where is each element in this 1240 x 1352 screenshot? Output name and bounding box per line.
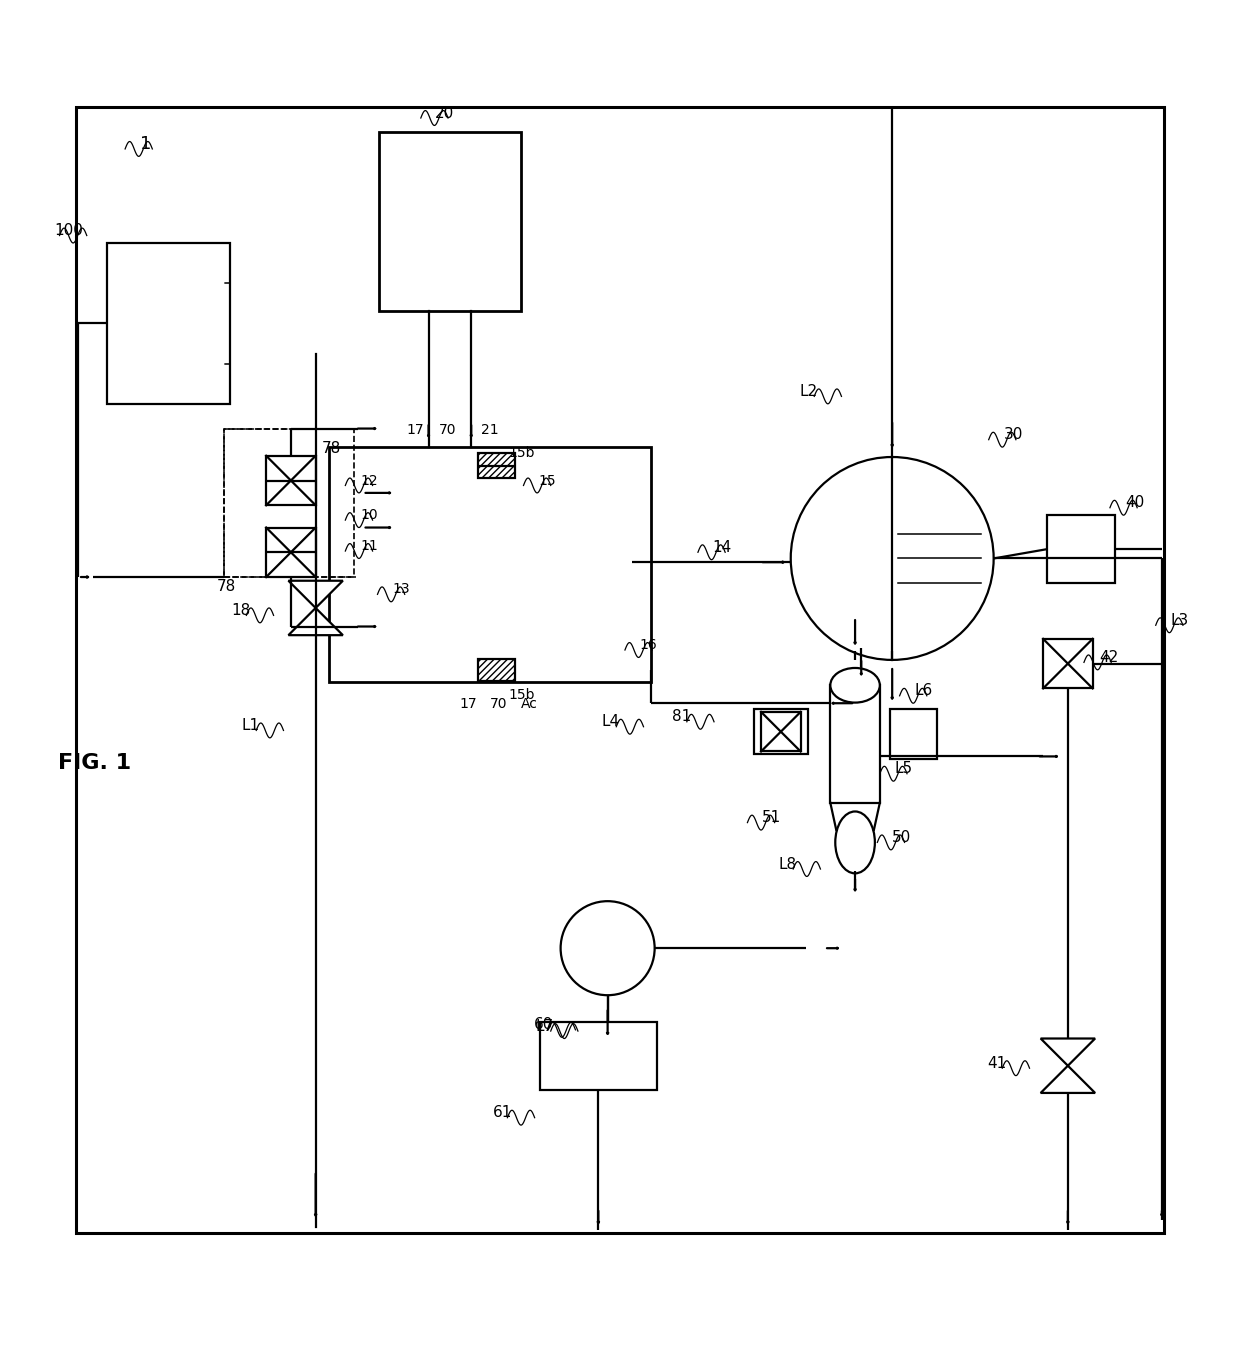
Text: L2: L2 bbox=[800, 384, 817, 399]
Bar bbox=[754, 710, 808, 754]
Polygon shape bbox=[477, 453, 515, 479]
Text: 42: 42 bbox=[1099, 650, 1118, 665]
Text: L7: L7 bbox=[536, 1018, 554, 1034]
Bar bbox=[890, 710, 936, 758]
Bar bbox=[330, 448, 651, 683]
Text: 70: 70 bbox=[490, 698, 507, 711]
Bar bbox=[107, 243, 231, 404]
Text: 14: 14 bbox=[713, 539, 732, 554]
Bar bbox=[76, 107, 1164, 1233]
Text: 78: 78 bbox=[322, 441, 341, 456]
Bar bbox=[538, 518, 606, 538]
Text: L8: L8 bbox=[779, 857, 796, 872]
Text: 1: 1 bbox=[140, 135, 151, 153]
Text: 41: 41 bbox=[987, 1056, 1007, 1071]
Polygon shape bbox=[341, 653, 477, 669]
Text: L5: L5 bbox=[895, 761, 913, 776]
Ellipse shape bbox=[831, 668, 880, 703]
Text: FIG. 1: FIG. 1 bbox=[57, 753, 130, 772]
Polygon shape bbox=[341, 465, 357, 669]
Text: 81: 81 bbox=[672, 710, 691, 725]
Circle shape bbox=[560, 902, 655, 995]
Text: 100: 100 bbox=[55, 223, 83, 238]
Text: 70: 70 bbox=[439, 423, 456, 437]
Text: 17: 17 bbox=[407, 423, 424, 437]
Bar bbox=[831, 685, 880, 803]
Polygon shape bbox=[477, 658, 515, 681]
Text: 40: 40 bbox=[1125, 495, 1145, 510]
Text: L6: L6 bbox=[914, 683, 932, 699]
Bar bbox=[378, 131, 521, 311]
Bar bbox=[538, 560, 606, 580]
Text: L3: L3 bbox=[1171, 612, 1189, 627]
Text: 13: 13 bbox=[392, 583, 410, 596]
Text: 18: 18 bbox=[232, 603, 250, 618]
Circle shape bbox=[791, 457, 993, 660]
Polygon shape bbox=[289, 608, 343, 635]
Text: 30: 30 bbox=[1003, 427, 1023, 442]
Text: 12: 12 bbox=[360, 473, 378, 488]
Polygon shape bbox=[515, 465, 532, 669]
Text: 10: 10 bbox=[360, 508, 378, 522]
Text: 16: 16 bbox=[640, 638, 657, 652]
Text: 51: 51 bbox=[763, 810, 781, 825]
Bar bbox=[538, 602, 606, 622]
Polygon shape bbox=[1040, 1065, 1095, 1092]
Text: 20: 20 bbox=[434, 105, 454, 120]
Text: 21: 21 bbox=[481, 423, 498, 437]
Bar bbox=[341, 465, 477, 669]
Text: Ac: Ac bbox=[521, 698, 538, 711]
Polygon shape bbox=[1040, 1038, 1095, 1065]
Bar bbox=[515, 465, 632, 669]
Polygon shape bbox=[289, 581, 343, 608]
Polygon shape bbox=[515, 653, 632, 669]
Text: 61: 61 bbox=[492, 1105, 512, 1121]
Bar bbox=[224, 429, 353, 577]
Text: 15: 15 bbox=[538, 473, 556, 488]
Polygon shape bbox=[460, 465, 477, 669]
Text: 60: 60 bbox=[533, 1018, 553, 1033]
Bar bbox=[1047, 515, 1115, 583]
Text: 15b: 15b bbox=[508, 688, 536, 702]
Bar bbox=[539, 1022, 657, 1091]
Text: L1: L1 bbox=[242, 718, 259, 733]
Bar bbox=[367, 602, 448, 622]
Bar bbox=[267, 456, 316, 506]
Bar bbox=[761, 713, 801, 752]
Polygon shape bbox=[615, 465, 632, 669]
Bar bbox=[267, 527, 316, 577]
Text: 15b: 15b bbox=[508, 446, 536, 460]
Text: 11: 11 bbox=[360, 539, 378, 553]
Text: 50: 50 bbox=[893, 830, 911, 845]
Bar bbox=[538, 634, 606, 654]
Bar bbox=[367, 518, 448, 538]
Ellipse shape bbox=[836, 811, 875, 873]
Text: 17: 17 bbox=[459, 698, 477, 711]
Bar bbox=[367, 634, 448, 654]
Text: 78: 78 bbox=[217, 580, 236, 595]
Bar bbox=[1043, 639, 1092, 688]
Text: L4: L4 bbox=[601, 714, 620, 729]
Bar bbox=[367, 560, 448, 580]
